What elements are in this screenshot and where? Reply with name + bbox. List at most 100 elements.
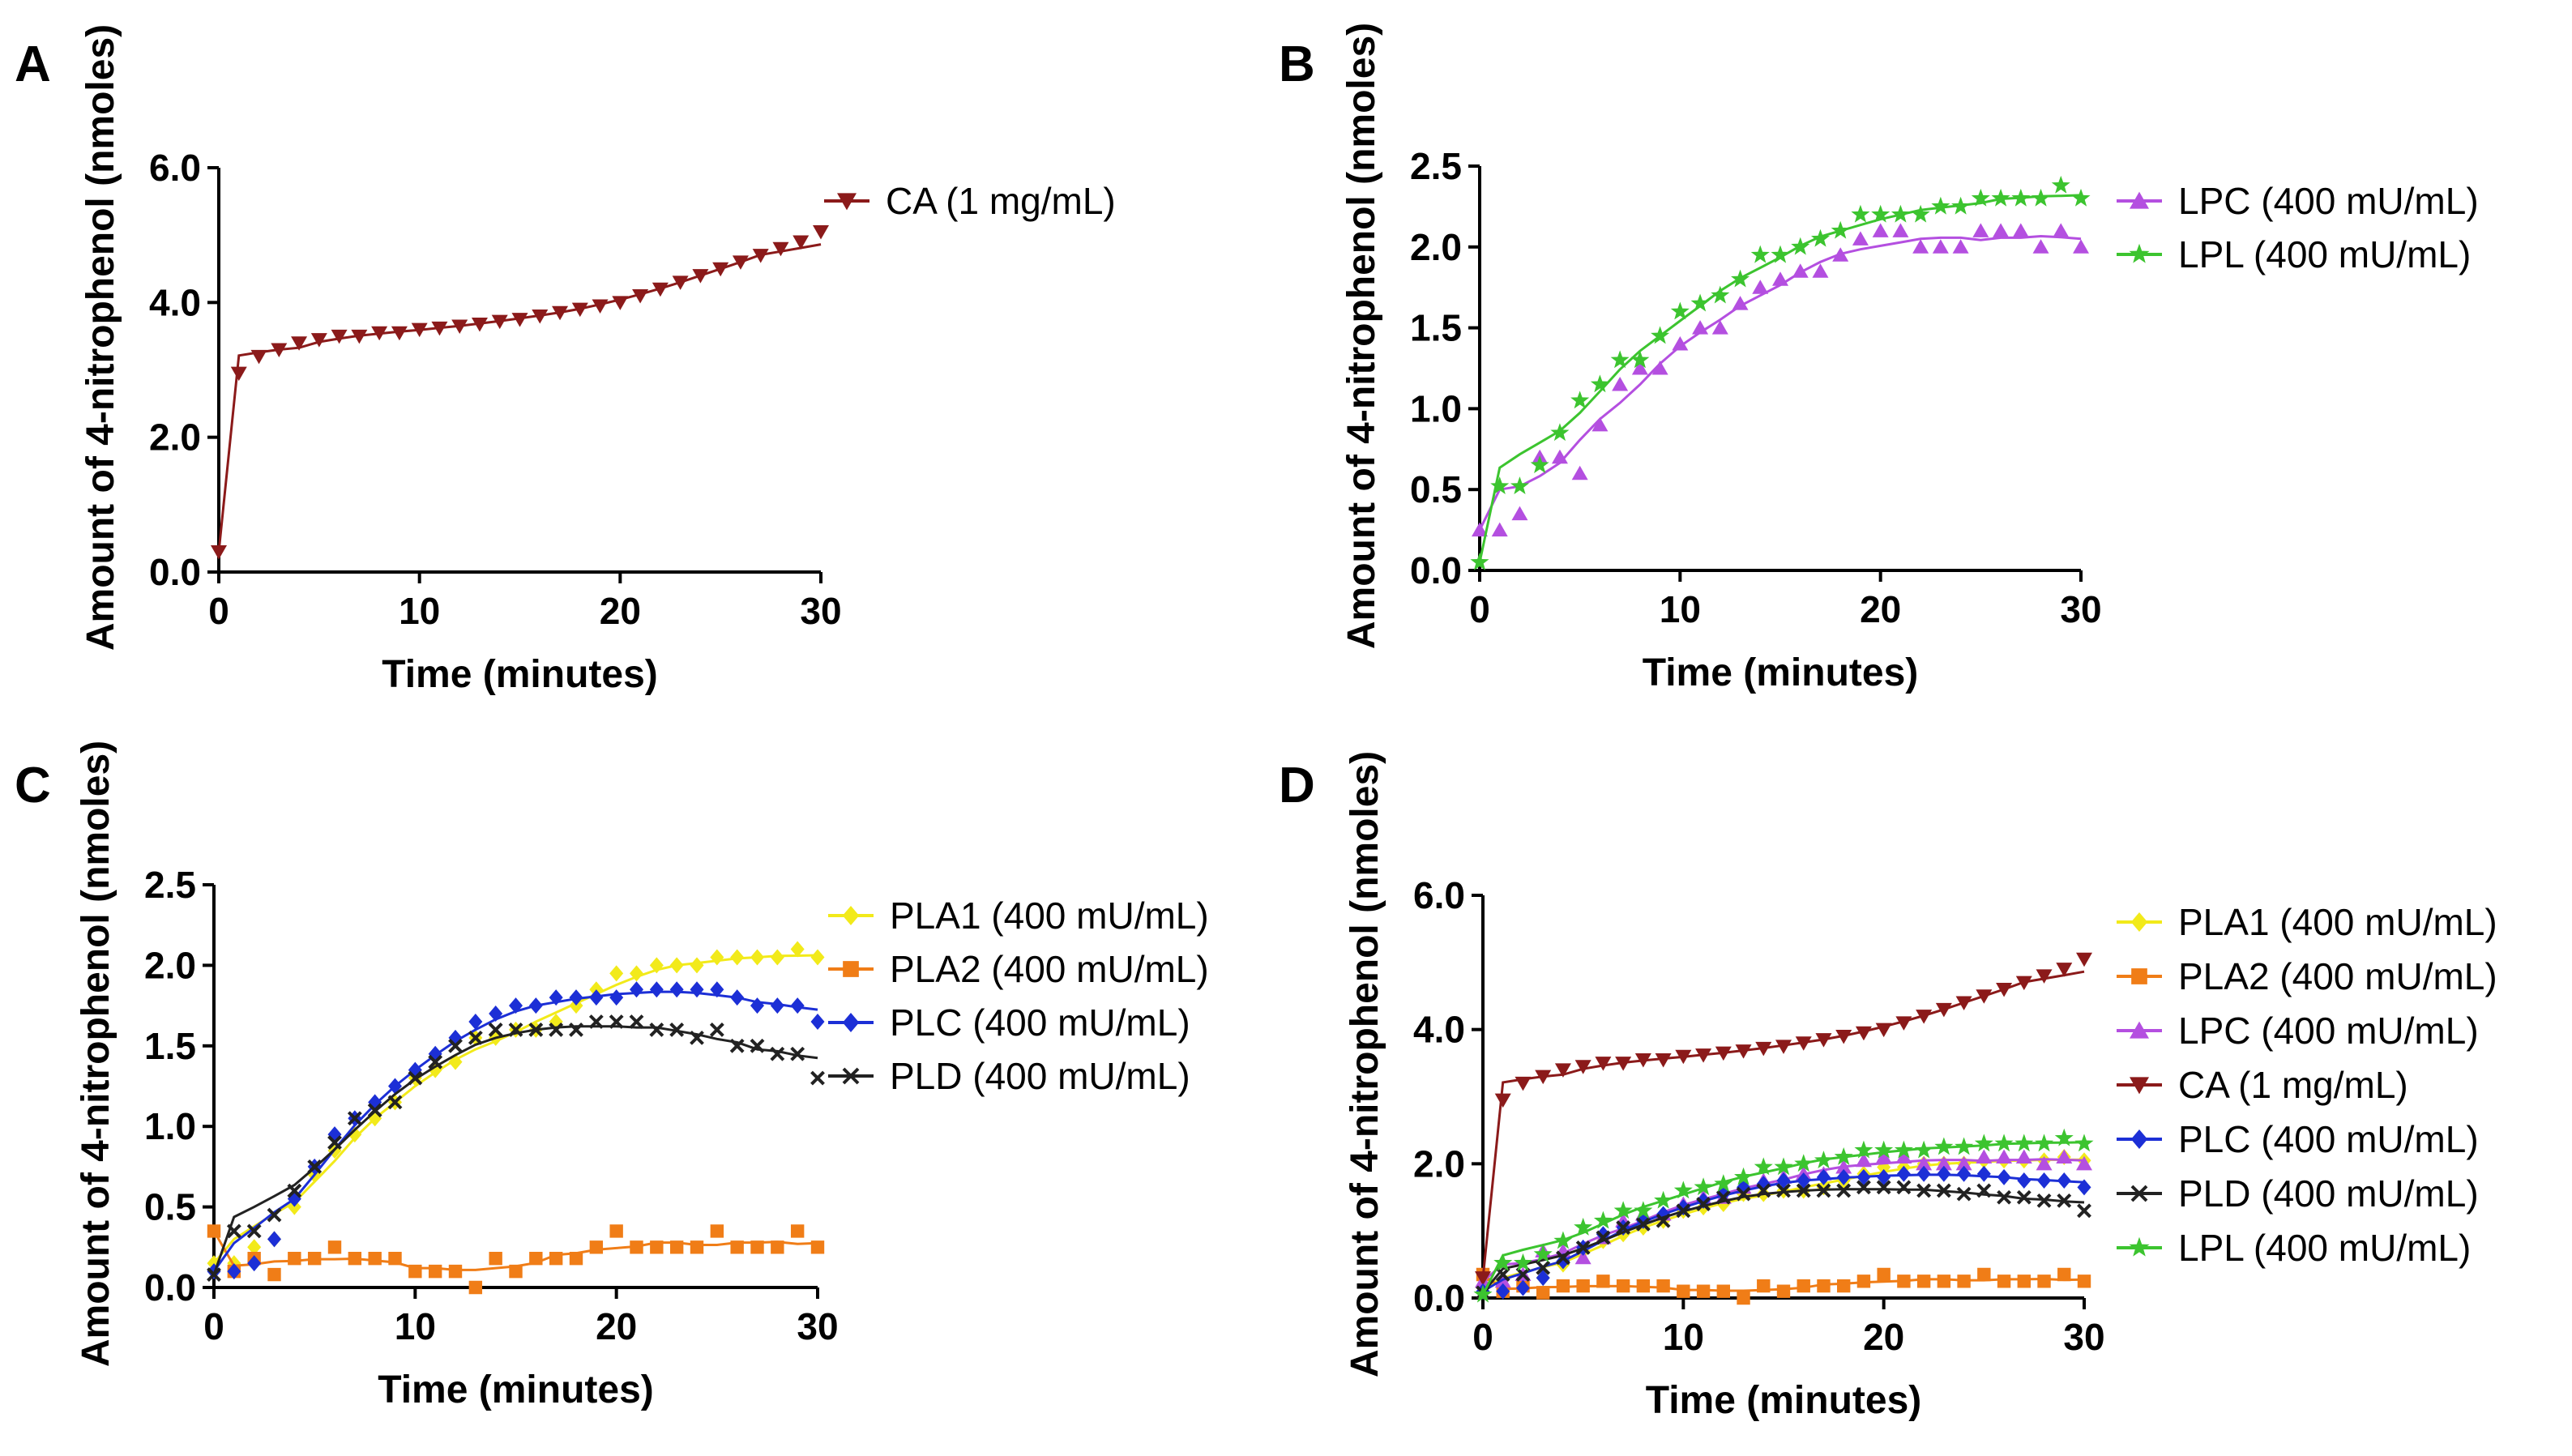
data-point-plc: [1776, 1172, 1791, 1189]
data-point-pld: [1876, 1180, 1891, 1195]
legend-label: PLA1 (400 mU/mL): [2178, 901, 2497, 943]
legend-label: PLA2 (400 mU/mL): [890, 948, 1209, 990]
data-point-pla2: [1797, 1279, 1810, 1293]
y-tick-label: 2.5: [1410, 145, 1462, 187]
data-point-ca: [2056, 963, 2073, 977]
data-point-pld: [810, 1070, 825, 1086]
data-point-ca: [772, 241, 789, 257]
data-point-lpl: [1574, 1217, 1593, 1236]
data-point-pla2: [730, 1240, 744, 1254]
data-point-ca: [571, 302, 588, 318]
data-point-pld-stroke: [1976, 1183, 1992, 1198]
y-tick-label: 0.0: [1413, 1277, 1465, 1319]
data-point-ca: [732, 255, 749, 270]
data-point-lpl: [1711, 285, 1730, 304]
series-pla1: [207, 941, 825, 1272]
x-tick-label: 20: [596, 1305, 637, 1347]
data-point-pla2: [368, 1252, 382, 1266]
data-point-ca: [1615, 1057, 1632, 1071]
data-point-ca: [632, 289, 649, 304]
data-point-pla1: [770, 949, 784, 966]
data-point-pla2: [388, 1252, 402, 1266]
legend-label: CA (1 mg/mL): [886, 180, 1116, 222]
data-point-pld: [327, 1135, 342, 1150]
data-point-lpc: [1672, 336, 1689, 351]
data-point-lpl: [1651, 326, 1670, 344]
series-lpl: [1470, 175, 2091, 570]
data-point-ca: [1735, 1044, 1752, 1059]
data-point-lpl: [1570, 391, 1590, 409]
data-point-lpl: [1794, 1154, 1814, 1172]
data-point-pla1: [730, 949, 745, 966]
data-point-lpl: [1530, 455, 1549, 474]
data-point-ca: [1554, 1063, 1571, 1078]
data-point-pla2: [1636, 1279, 1651, 1293]
data-point-lpc: [2032, 239, 2049, 254]
data-point-pld-stroke: [1816, 1183, 1831, 1198]
data-point-pla1: [669, 957, 684, 974]
data-point-lpl: [1550, 423, 1570, 442]
fit-line-ca: [217, 243, 822, 553]
data-point-pla1: [750, 949, 764, 966]
data-point-plc: [247, 1255, 262, 1272]
y-tick-label: 0.0: [149, 551, 201, 593]
data-point-ca: [672, 275, 689, 290]
fit-line-pla2: [212, 1230, 818, 1271]
data-point-lpl: [2074, 1134, 2094, 1152]
data-point-pld-stroke: [488, 1023, 503, 1037]
data-point-pld-stroke: [508, 1023, 523, 1037]
data-point-ca: [1675, 1049, 1692, 1065]
data-point-pld-stroke: [770, 1046, 785, 1061]
data-point-lpc: [2053, 223, 2070, 237]
data-point-pla2: [1677, 1284, 1690, 1298]
data-point-lpc: [1812, 263, 1829, 278]
data-point-pld: [408, 1070, 423, 1086]
data-point-plc: [790, 997, 805, 1014]
data-point-pld: [1856, 1180, 1871, 1195]
legend-item-lpl: LPL (400 mU/mL): [2117, 233, 2471, 275]
x-tick-label: 30: [800, 590, 841, 632]
data-point-ca: [491, 314, 508, 330]
data-point-pla2: [1757, 1279, 1771, 1293]
y-axis-label: Amount of 4-nitrophenol (nmoles): [1340, 23, 1383, 649]
data-point-pld-stroke: [1936, 1183, 1951, 1198]
data-point-lpl: [1493, 1253, 1513, 1271]
data-point-ca: [1996, 982, 2013, 997]
data-point-pld: [1916, 1183, 1932, 1198]
data-point-lpl: [1854, 1140, 1873, 1159]
data-point-plc: [1836, 1168, 1851, 1185]
data-point-lpl: [2032, 188, 2051, 207]
data-point-plc: [1997, 1168, 2011, 1185]
y-axis-label: Amount of 4-nitrophenol (nmoles): [79, 24, 122, 651]
data-point-ca: [612, 296, 629, 310]
data-point-lpc: [1511, 506, 1528, 521]
data-point-pld-stroke: [629, 1014, 644, 1029]
data-point-pla1: [790, 941, 805, 958]
data-point-pld: [1536, 1260, 1551, 1275]
x-tick-label: 30: [797, 1305, 838, 1347]
x-tick-label: 0: [203, 1305, 224, 1347]
data-point-pld: [770, 1046, 785, 1061]
data-point-ca: [712, 262, 729, 277]
y-tick-label: 0.0: [1410, 549, 1462, 591]
data-point-pld-stroke: [1756, 1183, 1771, 1198]
data-point-pla2: [348, 1252, 362, 1266]
data-point-pla2: [1737, 1291, 1750, 1305]
data-point-ca: [1715, 1046, 1732, 1061]
legend-marker-cross-icon-stroke: [842, 1067, 860, 1085]
data-point-ca: [431, 321, 448, 336]
legend-label: LPC (400 mU/mL): [2178, 1010, 2479, 1052]
series-pld: [207, 1014, 825, 1283]
data-point-ca: [1935, 1002, 1952, 1018]
data-point-pla2: [1776, 1284, 1791, 1298]
legend-item-pla2: PLA2 (400 mU/mL): [828, 948, 1209, 990]
data-point-plc: [227, 1263, 241, 1280]
data-point-pld: [1556, 1250, 1570, 1266]
data-point-lpl: [1874, 1140, 1894, 1159]
x-tick-label: 0: [1472, 1316, 1493, 1358]
data-point-pla2: [609, 1224, 623, 1238]
data-point-pla1: [1816, 1179, 1831, 1196]
y-axis-label: Amount of 4-nitrophenol (nmoles): [1344, 751, 1386, 1377]
x-tick-label: 10: [395, 1305, 436, 1347]
